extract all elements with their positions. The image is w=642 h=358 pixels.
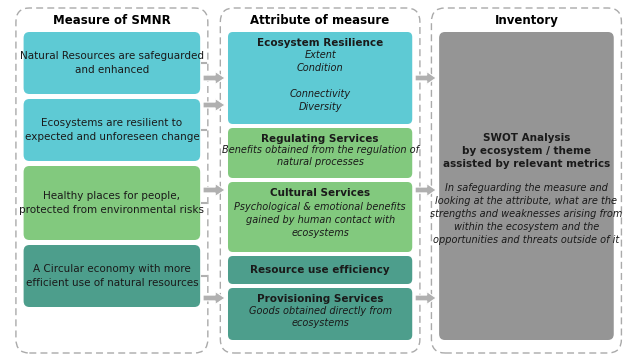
Text: Ecosystem Resilience: Ecosystem Resilience — [257, 38, 383, 48]
FancyBboxPatch shape — [24, 99, 200, 161]
FancyBboxPatch shape — [24, 166, 200, 240]
Text: Natural Resources are safeguarded
and enhanced: Natural Resources are safeguarded and en… — [20, 52, 204, 74]
Text: Psychological & emotional benefits
gained by human contact with
ecosystems: Psychological & emotional benefits gaine… — [234, 202, 406, 238]
FancyArrow shape — [203, 184, 225, 197]
FancyArrow shape — [203, 291, 225, 305]
FancyBboxPatch shape — [228, 32, 412, 124]
Text: Benefits obtained from the regulation of
natural processes: Benefits obtained from the regulation of… — [221, 145, 419, 168]
FancyArrow shape — [203, 98, 225, 111]
Text: Ecosystems are resilient to
expected and unforeseen change: Ecosystems are resilient to expected and… — [24, 118, 199, 142]
FancyArrow shape — [415, 184, 436, 197]
FancyBboxPatch shape — [228, 256, 412, 284]
FancyBboxPatch shape — [228, 128, 412, 178]
Text: Attribute of measure: Attribute of measure — [250, 14, 390, 26]
Text: Cultural Services: Cultural Services — [270, 188, 370, 198]
Text: SWOT Analysis
by ecosystem / theme
assisted by relevant metrics: SWOT Analysis by ecosystem / theme assis… — [443, 133, 610, 169]
FancyBboxPatch shape — [431, 8, 621, 353]
FancyBboxPatch shape — [24, 32, 200, 94]
FancyBboxPatch shape — [16, 8, 208, 353]
FancyArrow shape — [415, 291, 436, 305]
FancyBboxPatch shape — [220, 8, 420, 353]
FancyArrow shape — [415, 72, 436, 84]
Text: Healthy places for people,
protected from environmental risks: Healthy places for people, protected fro… — [19, 192, 204, 214]
Text: Resource use efficiency: Resource use efficiency — [250, 265, 390, 275]
Text: A Circular economy with more
efficient use of natural resources: A Circular economy with more efficient u… — [26, 265, 198, 287]
FancyArrow shape — [203, 72, 225, 84]
FancyBboxPatch shape — [24, 245, 200, 307]
Text: Goods obtained directly from
ecosystems: Goods obtained directly from ecosystems — [248, 306, 392, 328]
FancyBboxPatch shape — [228, 288, 412, 340]
Text: Regulating Services: Regulating Services — [261, 134, 379, 144]
Text: Inventory: Inventory — [494, 14, 559, 26]
Text: Provisioning Services: Provisioning Services — [257, 294, 383, 304]
Text: In safeguarding the measure and
looking at the attribute, what are the
strengths: In safeguarding the measure and looking … — [430, 183, 623, 245]
FancyBboxPatch shape — [228, 182, 412, 252]
FancyBboxPatch shape — [439, 32, 614, 340]
Text: Extent
Condition

Connectivity
Diversity: Extent Condition Connectivity Diversity — [290, 50, 351, 112]
Text: Measure of SMNR: Measure of SMNR — [53, 14, 171, 26]
